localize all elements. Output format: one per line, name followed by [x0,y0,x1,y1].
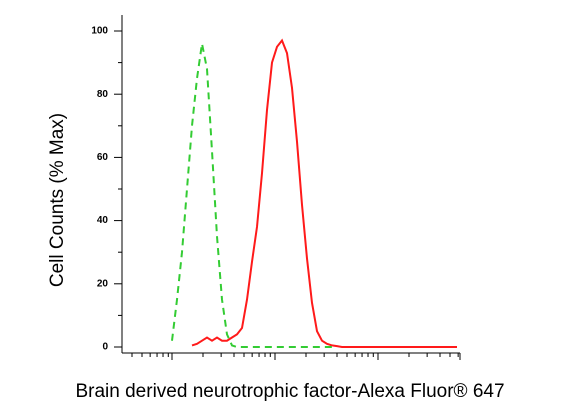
x-axis-title: Brain derived neurotrophic factor-Alexa … [75,381,504,402]
y-axis-title: Cell Counts (% Max) [47,113,68,287]
y-tick-label: 0 [102,342,108,353]
y-tick-label: 60 [97,152,109,163]
y-tick-label: 40 [97,215,109,226]
y-tick-label: 100 [91,26,108,37]
y-tick-label: 20 [97,278,109,289]
series-line [171,43,332,348]
series-line [191,38,457,348]
y-tick-label: 80 [97,89,109,100]
